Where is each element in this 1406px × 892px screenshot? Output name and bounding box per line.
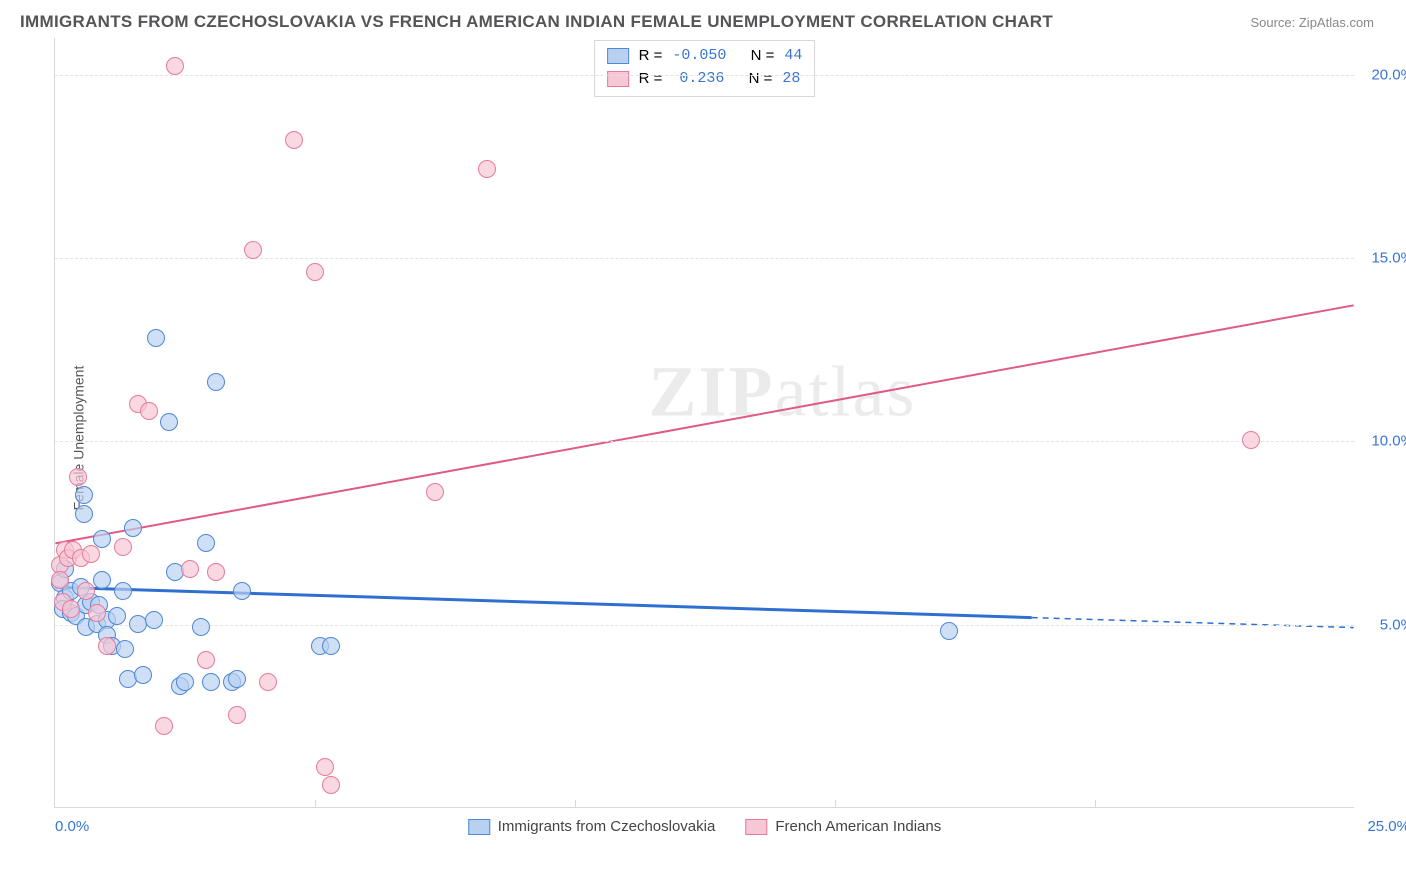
scatter-point: [322, 776, 340, 794]
x-tick-label: 25.0%: [1367, 818, 1406, 835]
y-tick-label: 5.0%: [1380, 616, 1406, 633]
scatter-point: [82, 545, 100, 563]
scatter-point: [244, 241, 262, 259]
scatter-point: [51, 571, 69, 589]
scatter-point: [285, 131, 303, 149]
trend-lines: [55, 38, 1354, 807]
scatter-point: [75, 486, 93, 504]
chart-title: IMMIGRANTS FROM CZECHOSLOVAKIA VS FRENCH…: [20, 12, 1053, 32]
scatter-point: [134, 666, 152, 684]
legend-row: R = -0.050 N = 44: [607, 45, 803, 68]
y-tick-label: 15.0%: [1371, 250, 1406, 267]
scatter-point: [77, 582, 95, 600]
scatter-point: [114, 582, 132, 600]
legend-row: R = 0.236 N = 28: [607, 68, 803, 91]
header: IMMIGRANTS FROM CZECHOSLOVAKIA VS FRENCH…: [12, 12, 1394, 38]
legend-correlation: R = -0.050 N = 44 R = 0.236 N = 28: [594, 40, 816, 97]
legend-r-value: 0.236: [672, 68, 724, 91]
legend-swatch-pink: [607, 71, 629, 87]
legend-swatch-blue: [607, 48, 629, 64]
scatter-point: [160, 413, 178, 431]
scatter-point: [316, 758, 334, 776]
scatter-point: [207, 563, 225, 581]
tick-vertical: [315, 800, 316, 808]
scatter-point: [116, 640, 134, 658]
scatter-point: [140, 402, 158, 420]
scatter-point: [166, 57, 184, 75]
legend-n-value: 44: [784, 45, 802, 68]
scatter-point: [259, 673, 277, 691]
scatter-point: [155, 717, 173, 735]
tick-vertical: [835, 800, 836, 808]
gridline-horizontal: [55, 441, 1354, 442]
legend-label: French American Indians: [775, 818, 941, 835]
scatter-point: [114, 538, 132, 556]
scatter-point: [88, 604, 106, 622]
scatter-point: [197, 534, 215, 552]
tick-vertical: [575, 800, 576, 808]
legend-series: Immigrants from Czechoslovakia French Am…: [468, 818, 942, 835]
legend-r-value: -0.050: [672, 45, 726, 68]
legend-r-label: R =: [639, 68, 663, 91]
scatter-point: [202, 673, 220, 691]
scatter-point: [147, 329, 165, 347]
legend-n-label: N =: [751, 45, 775, 68]
tick-vertical: [1095, 800, 1096, 808]
plot-area: ZIPatlas R = -0.050 N = 44 R = 0.236 N =…: [54, 38, 1354, 808]
scatter-point: [306, 263, 324, 281]
scatter-point: [940, 622, 958, 640]
scatter-point: [145, 611, 163, 629]
scatter-point: [69, 468, 87, 486]
scatter-point: [426, 483, 444, 501]
legend-r-label: R =: [639, 45, 663, 68]
y-tick-label: 10.0%: [1371, 433, 1406, 450]
scatter-point: [192, 618, 210, 636]
x-tick-label: 0.0%: [55, 818, 89, 835]
scatter-point: [93, 571, 111, 589]
y-tick-label: 20.0%: [1371, 66, 1406, 83]
gridline-horizontal: [55, 75, 1354, 76]
legend-label: Immigrants from Czechoslovakia: [498, 818, 716, 835]
scatter-point: [197, 651, 215, 669]
scatter-point: [124, 519, 142, 537]
legend-swatch-blue: [468, 819, 490, 835]
scatter-point: [228, 706, 246, 724]
legend-n-label: N =: [749, 68, 773, 91]
legend-n-value: 28: [782, 68, 800, 91]
source-label: Source: ZipAtlas.com: [1250, 15, 1374, 30]
legend-item: Immigrants from Czechoslovakia: [468, 818, 716, 835]
scatter-point: [176, 673, 194, 691]
scatter-point: [228, 670, 246, 688]
legend-item: French American Indians: [745, 818, 941, 835]
scatter-point: [181, 560, 199, 578]
scatter-point: [322, 637, 340, 655]
scatter-point: [233, 582, 251, 600]
scatter-point: [62, 600, 80, 618]
chart-container: Female Unemployment ZIPatlas R = -0.050 …: [12, 38, 1392, 838]
scatter-point: [108, 607, 126, 625]
scatter-point: [478, 160, 496, 178]
scatter-point: [1242, 431, 1260, 449]
scatter-point: [75, 505, 93, 523]
legend-swatch-pink: [745, 819, 767, 835]
scatter-point: [98, 637, 116, 655]
scatter-point: [207, 373, 225, 391]
gridline-horizontal: [55, 625, 1354, 626]
